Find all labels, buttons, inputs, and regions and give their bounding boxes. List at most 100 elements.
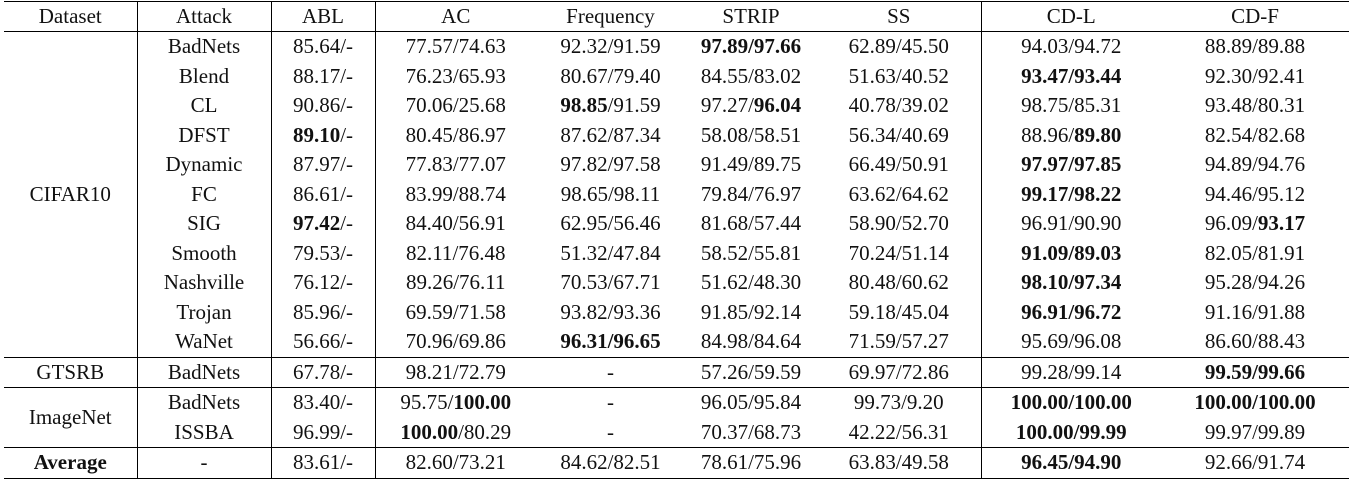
cell-value-b: 89.03 [1074, 240, 1122, 265]
cell-value-b: 73.21 [458, 450, 506, 475]
attack-cell: Blend [137, 61, 272, 91]
cell-value-a: 82.05 [1204, 240, 1253, 265]
cell-value-a: 100.00 [1015, 419, 1074, 444]
header-row: Dataset Attack ABL AC Frequency STRIP SS… [4, 1, 1349, 32]
cell-ac: 82.60/73.21 [375, 447, 536, 479]
cell-abl: 67.78/- [271, 357, 376, 388]
cell-cd-f: 91.16/91.88 [1161, 298, 1349, 328]
cell-separator: / [340, 34, 347, 59]
cell-value-a: 80.67 [560, 63, 608, 88]
cell-value-b: 99.14 [1074, 359, 1122, 384]
dataset-cell: CIFAR10 [4, 31, 138, 357]
cell-separator: / [748, 359, 754, 384]
cell-strip: 97.27/96.04 [685, 91, 817, 121]
cell-ss: 99.73/9.20 [817, 387, 982, 418]
header-cd-l: CD-L [1046, 4, 1096, 28]
cell-value-a: 96.91 [1021, 299, 1069, 324]
cell-separator: / [452, 329, 459, 354]
cell-separator: / [895, 419, 902, 444]
cell-value-a: 89.26 [405, 270, 454, 295]
cell-separator: / [1252, 359, 1258, 384]
cell-separator: / [607, 93, 614, 118]
attack-cell: - [137, 447, 272, 479]
cell-cd-f: 92.66/91.74 [1161, 447, 1349, 479]
cell-value-a: 76.12 [292, 270, 341, 295]
header-abl: ABL [271, 1, 376, 32]
cell-value-b: 94.76 [1257, 152, 1306, 177]
cell-value-b: 98.11 [613, 181, 661, 206]
cell-cd-f: 88.89/89.88 [1161, 32, 1349, 62]
cell-value-a: 94.03 [1021, 34, 1069, 59]
cell-value-b: 91.59 [613, 93, 661, 118]
cell-strip: 84.55/83.02 [685, 62, 817, 92]
cell-value-a: 97.27 [700, 93, 749, 118]
cell-separator: / [607, 329, 614, 354]
cell-value-b: 94.90 [1074, 450, 1122, 475]
cell-value-a: 79.84 [700, 181, 749, 206]
cell-separator: / [1252, 390, 1258, 415]
cell-value-a: 97.82 [560, 152, 608, 177]
cell-ac: 82.11/76.48 [375, 239, 536, 269]
cell-value-a: 98.85 [560, 93, 608, 118]
cell-cd-l: 91.09/89.03 [981, 239, 1161, 269]
cell-value-a: 88.17 [292, 63, 341, 88]
cell-value-b: 67.71 [613, 270, 661, 295]
cell-value-b: 69.86 [458, 329, 506, 354]
cell-separator: / [452, 152, 459, 177]
cell-separator: / [1068, 211, 1075, 236]
cell-value: - [607, 390, 614, 415]
cell-value-b: 97.85 [1074, 152, 1122, 177]
cell-ac: 89.26/76.11 [375, 268, 536, 298]
cell-strip: 58.08/58.51 [685, 121, 817, 151]
cell-value-b: 58.51 [753, 122, 802, 147]
cell-value-b: 97.34 [1074, 270, 1122, 295]
cell-cd-l: 95.69/96.08 [981, 327, 1161, 357]
cell-value-b: 94.26 [1257, 270, 1306, 295]
cell-value-b: - [346, 450, 354, 475]
cell-ac: 69.59/71.58 [375, 298, 536, 328]
cell-ss: 63.62/64.62 [817, 179, 982, 209]
cell-strip: 78.61/75.96 [685, 447, 817, 479]
dataset-cell: ImageNet [4, 387, 138, 448]
cell-value-a: 63.83 [848, 450, 896, 475]
cell-separator: / [607, 211, 614, 236]
cell-separator: / [748, 122, 754, 147]
cell-value-b: 90.90 [1074, 211, 1122, 236]
cell-value-b: 100.00 [1257, 390, 1316, 415]
cell-value-b: 56.91 [458, 211, 506, 236]
cell-value-a: 91.85 [700, 299, 749, 324]
cell-separator: / [1252, 152, 1258, 177]
cell-strip: 51.62/48.30 [685, 268, 817, 298]
cell-separator: / [1252, 34, 1258, 59]
cell-value-b: 40.52 [901, 63, 949, 88]
cell-value-a: 80.45 [405, 122, 453, 147]
cell-separator: / [901, 390, 907, 415]
cell-value-b: 76.48 [458, 240, 506, 265]
cell-separator: / [748, 34, 754, 59]
cell-value-b: - [346, 359, 354, 384]
attack-cell: BadNets [137, 387, 272, 418]
cell-value-b: 45.04 [901, 299, 949, 324]
cell-value-b: 96.72 [1074, 299, 1122, 324]
cell-separator: / [895, 181, 902, 206]
cell-value-a: 95.28 [1204, 270, 1253, 295]
cell-separator: / [607, 181, 614, 206]
cell-ss: 56.34/40.69 [817, 120, 982, 150]
attack-cell: FC [137, 179, 272, 209]
cell-value-a: 81.68 [700, 211, 749, 236]
cell-abl: 96.99/- [271, 417, 376, 448]
cell-separator: / [452, 450, 459, 475]
cell-value-b: 83.02 [753, 63, 802, 88]
cell-separator: / [1252, 181, 1258, 206]
cell-cd-f: 96.09/93.17 [1161, 209, 1349, 239]
cell-value-b: - [346, 240, 354, 265]
cell-separator: / [895, 240, 902, 265]
cell-separator: / [340, 270, 347, 295]
cell-value-b: 96.08 [1074, 329, 1122, 354]
cell-separator: / [340, 240, 347, 265]
cell-strip: 81.68/57.44 [685, 209, 817, 239]
cell-separator: / [340, 359, 347, 384]
cell-ss: 71.59/57.27 [817, 327, 982, 357]
cell-strip: 84.98/84.64 [685, 327, 817, 357]
average-row: Average -83.61/- 82.60/73.21 84.62/82.51 78.… [4, 447, 1349, 479]
